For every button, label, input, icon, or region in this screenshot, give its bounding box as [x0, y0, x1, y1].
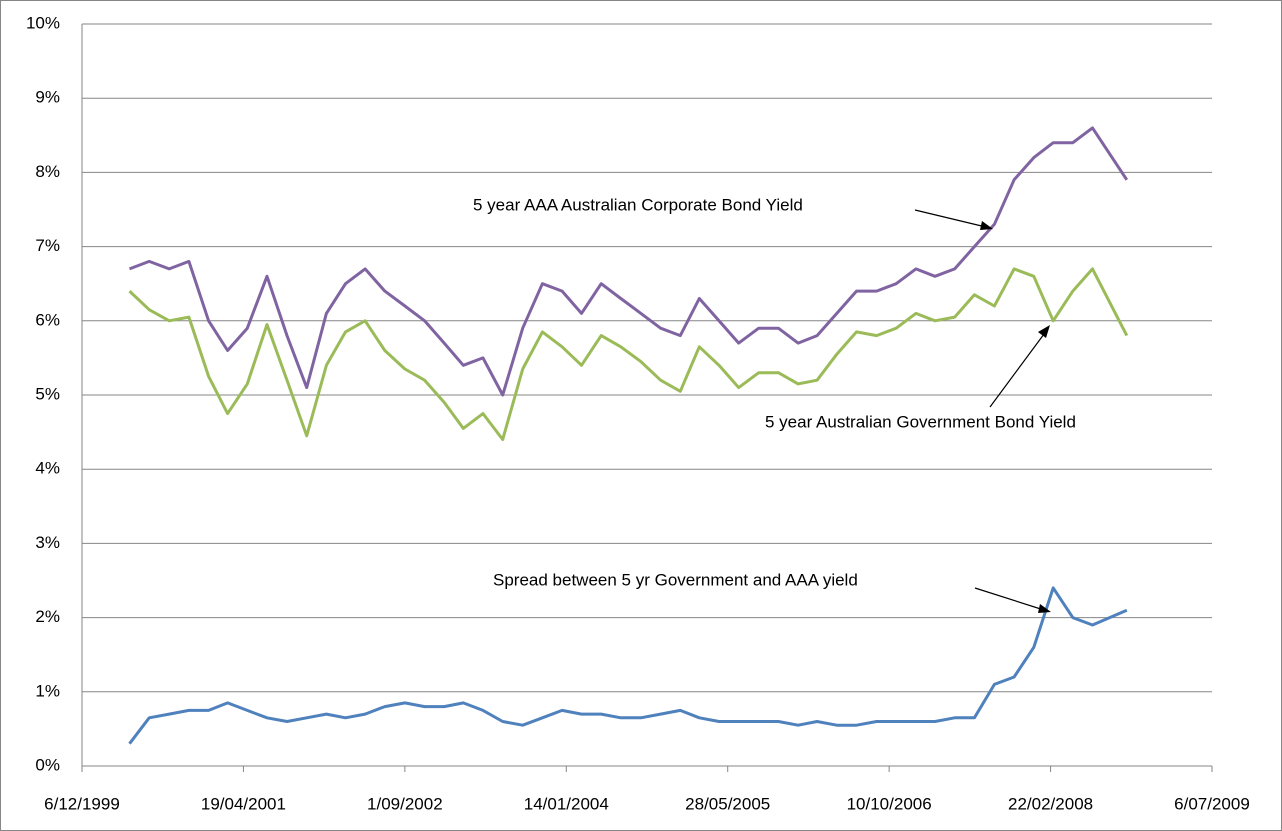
y-tick-label: 8% — [35, 162, 60, 181]
x-tick-label: 28/05/2005 — [685, 794, 770, 813]
x-tick-label: 22/02/2008 — [1008, 794, 1093, 813]
y-tick-label: 2% — [35, 607, 60, 626]
arrow-head — [980, 221, 993, 230]
x-tick-label: 14/01/2004 — [524, 794, 609, 813]
annotation: Spread between 5 yr Government and AAA y… — [493, 570, 858, 589]
y-tick-label: 1% — [35, 681, 60, 700]
annotation: 5 year AAA Australian Corporate Bond Yie… — [473, 195, 803, 214]
annotation-arrow — [914, 209, 991, 229]
y-tick-label: 4% — [35, 459, 60, 478]
x-tick-label: 6/12/1999 — [44, 794, 120, 813]
y-tick-label: 6% — [35, 310, 60, 329]
y-tick-label: 3% — [35, 533, 60, 552]
series-line — [128, 586, 1128, 745]
annotation-arrow — [974, 587, 1048, 612]
y-tick-label: 0% — [35, 755, 60, 774]
arrow-head — [1038, 325, 1050, 338]
lines — [128, 126, 1129, 745]
y-tick-label: 7% — [35, 236, 60, 255]
series-line — [128, 126, 1129, 397]
y-tick-label: 5% — [35, 384, 60, 403]
x-tick-label: 10/10/2006 — [847, 794, 932, 813]
grid — [81, 23, 1213, 772]
x-tick-label: 6/07/2009 — [1174, 794, 1250, 813]
arrow-head — [1038, 604, 1051, 613]
y-tick-label: 10% — [26, 13, 60, 32]
series-line — [128, 267, 1129, 441]
annotation-arrow — [989, 329, 1048, 408]
annotation: 5 year Australian Government Bond Yield — [765, 412, 1076, 431]
labels: 0% 1% 2% 3% 4% 5% 6% 7% 8% 9% 10% 6/12/1999 19/04/20… — [26, 13, 1250, 813]
x-tick-label: 19/04/2001 — [201, 794, 286, 813]
y-tick-label: 9% — [35, 88, 60, 107]
x-tick-label: 1/09/2002 — [367, 794, 443, 813]
